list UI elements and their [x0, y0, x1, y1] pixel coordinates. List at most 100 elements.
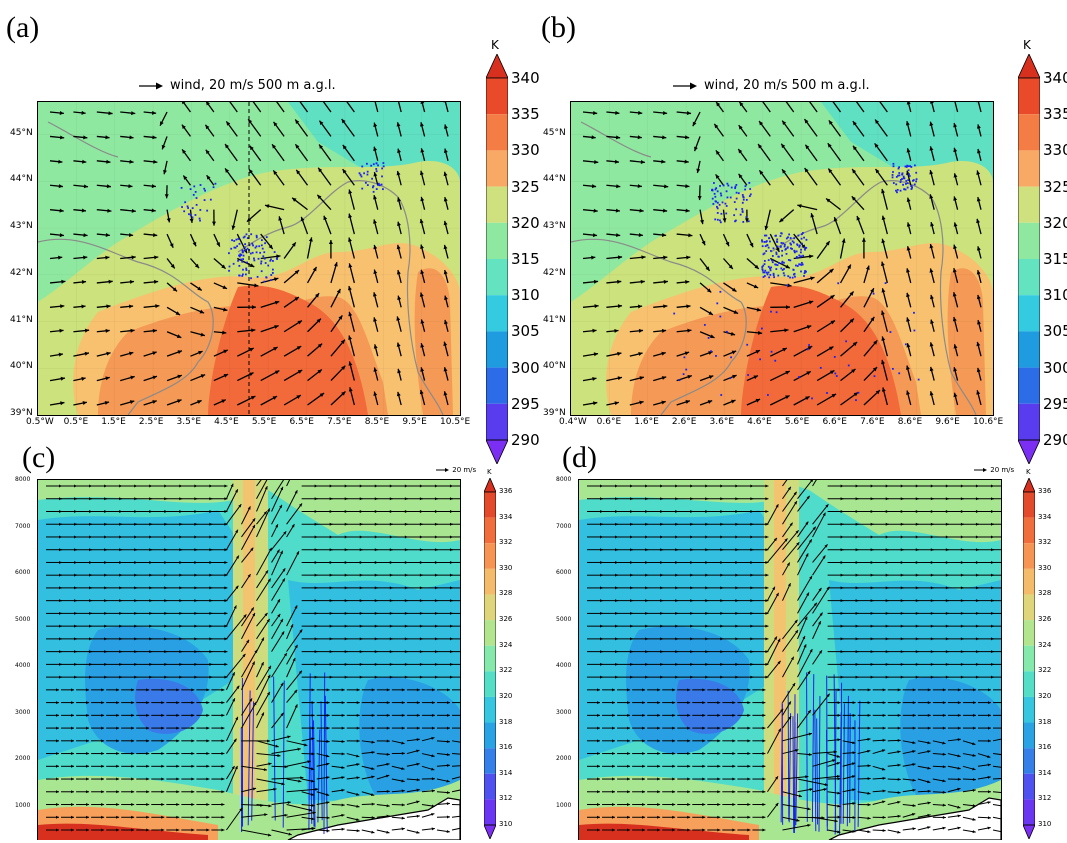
precip-mark: [241, 275, 243, 277]
precip-mark: [723, 185, 725, 187]
precip-mark: [916, 178, 918, 180]
precip-mark: [376, 170, 378, 172]
section-title-d: 20 m/s: [974, 466, 1014, 474]
colorbar-tick-label: 340: [1043, 69, 1067, 87]
precip-mark: [761, 328, 763, 330]
precip-mark: [834, 373, 836, 375]
precip-mark: [265, 262, 267, 264]
colorbar-tick-label: 335: [1043, 105, 1067, 123]
axis-tick-label: 8000: [556, 476, 571, 483]
precip-mark: [735, 184, 737, 186]
precip-mark: [801, 238, 803, 240]
colorbar-cap-top: [486, 54, 508, 78]
colorbar-tick-label: 315: [511, 250, 540, 268]
precip-mark: [848, 365, 850, 367]
precip-mark: [898, 372, 900, 374]
precip-mark: [761, 239, 763, 241]
colorbar-segment: [1023, 543, 1035, 569]
precip-mark: [781, 255, 783, 257]
colorbar-tick-label: 312: [499, 794, 512, 802]
section-plot-c: [37, 479, 461, 840]
colorbar-segment: [486, 368, 508, 404]
precip-mark: [777, 275, 779, 277]
colorbar-segment: [484, 748, 496, 774]
precip-mark: [885, 282, 887, 284]
section-title-c-text: 20 m/s: [452, 466, 476, 474]
precip-mark: [770, 269, 772, 271]
precip-mark: [237, 238, 239, 240]
precip-mark: [913, 179, 915, 181]
precip-mark: [895, 183, 897, 185]
precip-mark: [258, 258, 260, 260]
precip-mark: [775, 268, 777, 270]
precip-mark: [251, 243, 253, 245]
precip-mark: [788, 234, 790, 236]
precip-mark: [367, 184, 369, 186]
colorbar-segment: [1018, 259, 1040, 295]
precip-mark: [793, 269, 795, 271]
precip-mark: [794, 251, 796, 253]
precip-mark: [727, 197, 729, 199]
colorbar-unit: K: [487, 468, 492, 476]
precip-mark: [801, 262, 803, 264]
precip-mark: [240, 254, 242, 256]
precip-mark: [907, 182, 909, 184]
precip-mark: [375, 168, 377, 170]
precip-mark: [203, 188, 205, 190]
axis-tick-label: 5.6°E: [785, 417, 810, 427]
colorbar-tick-label: 326: [499, 615, 512, 623]
colorbar-cap-bottom: [484, 825, 496, 839]
precip-mark: [796, 243, 798, 245]
precip-mark: [247, 248, 249, 250]
precip-mark: [826, 392, 828, 394]
precip-mark: [773, 274, 775, 276]
axis-tick-label: 42°N: [10, 268, 33, 278]
precip-mark: [243, 255, 245, 257]
precip-mark: [196, 204, 198, 206]
precip-mark: [673, 313, 675, 315]
precip-mark: [802, 255, 804, 257]
precip-mark: [730, 197, 732, 199]
precip-mark: [908, 173, 910, 175]
precip-mark: [717, 202, 719, 204]
precip-mark: [200, 184, 202, 186]
precip-mark: [742, 194, 744, 196]
precip-mark: [714, 193, 716, 195]
precip-mark: [769, 274, 771, 276]
precip-mark: [253, 259, 255, 261]
precip-mark: [776, 311, 778, 313]
precip-mark: [799, 264, 801, 266]
precip-mark: [772, 255, 774, 257]
colorbar-tick-label: 334: [1038, 513, 1051, 521]
precip-mark: [796, 256, 798, 258]
colorbar-tick-label: 332: [499, 538, 512, 546]
precip-mark: [204, 190, 206, 192]
axis-tick-label: 10.5°E: [440, 417, 470, 427]
colorbar-unit: K: [1023, 38, 1031, 52]
precip-mark: [874, 375, 876, 377]
precip-mark: [800, 255, 802, 257]
precip-mark: [193, 194, 195, 196]
precip-mark: [190, 188, 192, 190]
colorbar-segment: [484, 518, 496, 544]
precip-mark: [777, 256, 779, 258]
precip-mark: [903, 188, 905, 190]
precip-mark: [258, 245, 260, 247]
precip-mark: [905, 166, 907, 168]
precip-mark: [730, 356, 732, 358]
precip-mark: [210, 199, 212, 201]
precip-mark: [782, 242, 784, 244]
colorbar-b: [1018, 54, 1040, 464]
precip-mark: [804, 249, 806, 251]
precip-mark: [704, 324, 706, 326]
precip-mark: [361, 188, 363, 190]
axis-tick-label: 7.5°E: [327, 417, 352, 427]
colorbar-a: [486, 54, 508, 464]
colorbar-segment: [1023, 723, 1035, 749]
precip-mark: [774, 360, 776, 362]
axis-tick-label: 9.5°E: [402, 417, 427, 427]
precip-mark: [764, 275, 766, 277]
colorbar-tick-label: 314: [1038, 769, 1051, 777]
precip-mark: [767, 274, 769, 276]
precip-mark: [787, 247, 789, 249]
